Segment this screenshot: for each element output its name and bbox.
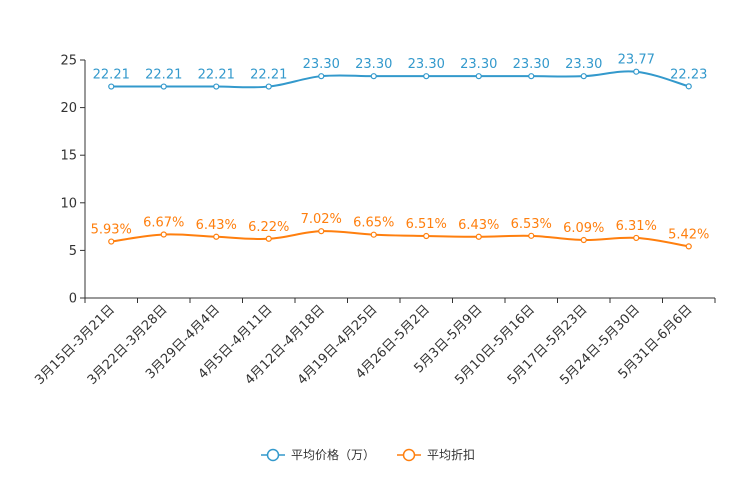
axes: [84, 60, 715, 299]
series-line: [111, 230, 689, 248]
data-label: 6.51%: [406, 217, 447, 232]
data-point[interactable]: [475, 233, 482, 240]
data-label: 23.30: [408, 57, 445, 72]
y-tick-label: 5: [69, 244, 77, 259]
data-label: 6.43%: [458, 218, 499, 233]
data-point[interactable]: [423, 73, 430, 80]
y-tick-label: 25: [60, 54, 77, 69]
data-point[interactable]: [580, 236, 587, 244]
data-point[interactable]: [213, 83, 220, 90]
data-label: 23.30: [513, 57, 550, 72]
data-point[interactable]: [213, 233, 220, 240]
data-point[interactable]: [318, 73, 325, 80]
x-ticks: 3月15日-3月21日3月22日-3月28日3月29日-4月4日4月5日-4月1…: [32, 298, 716, 388]
data-label: 23.77: [618, 53, 655, 68]
data-point[interactable]: [108, 83, 115, 90]
data-label: 5.42%: [668, 227, 709, 242]
data-label: 22.21: [145, 68, 182, 83]
series-1: 5.93% 6.67% 6.43% 6.22% 7.02% 6.65% 6.51% 6.43%…: [91, 212, 709, 250]
data-label: 6.31%: [616, 219, 657, 234]
data-point[interactable]: [108, 238, 115, 245]
y-tick-label: 10: [60, 196, 77, 211]
y-tick-label: 0: [69, 292, 77, 307]
data-label: 6.53%: [511, 217, 552, 232]
data-label: 6.09%: [563, 221, 604, 236]
data-label: 22.23: [670, 67, 707, 82]
data-label: 22.21: [250, 68, 287, 83]
data-point[interactable]: [528, 232, 535, 239]
data-point[interactable]: [160, 83, 167, 90]
data-point[interactable]: [318, 228, 325, 235]
legend-item-price[interactable]: 平均价格（万）: [261, 447, 375, 462]
legend-discount-label: 平均折扣: [427, 447, 475, 462]
data-label: 23.30: [355, 57, 392, 72]
legend-discount-marker-icon: [402, 448, 416, 462]
data-label: 6.67%: [143, 216, 184, 231]
legend[interactable]: 平均价格（万） 平均折扣: [261, 447, 475, 462]
data-point[interactable]: [370, 73, 377, 80]
data-point[interactable]: [633, 234, 640, 242]
data-point[interactable]: [685, 83, 692, 90]
y-ticks: 0 5 10 15 20 25: [60, 54, 85, 307]
data-point[interactable]: [475, 73, 482, 80]
y-tick-label: 15: [60, 149, 77, 164]
data-label: 6.65%: [353, 216, 394, 231]
data-point[interactable]: [370, 231, 377, 238]
legend-item-discount[interactable]: 平均折扣: [397, 447, 475, 462]
data-label: 23.30: [460, 57, 497, 72]
series-line: [111, 70, 690, 89]
series: 22.21 22.21 22.21 22.21 23.30 23.30 23.30 23.30…: [91, 53, 709, 250]
data-label: 7.02%: [301, 212, 342, 227]
y-tick-label: 20: [60, 101, 77, 116]
data-point[interactable]: [423, 232, 430, 240]
data-point[interactable]: [265, 83, 272, 90]
data-label: 23.30: [565, 57, 602, 72]
data-label: 23.30: [303, 57, 340, 72]
data-point[interactable]: [633, 68, 640, 75]
data-point[interactable]: [160, 231, 167, 238]
data-label: 22.21: [198, 68, 235, 83]
data-label: 6.22%: [248, 220, 289, 235]
data-point[interactable]: [685, 243, 692, 250]
data-label: 22.21: [93, 68, 130, 83]
data-label: 6.43%: [196, 218, 237, 233]
data-point[interactable]: [265, 235, 272, 242]
data-label: 5.93%: [91, 223, 132, 238]
data-point[interactable]: [528, 73, 535, 80]
legend-price-marker-icon: [266, 448, 280, 462]
data-point[interactable]: [580, 73, 587, 80]
legend-price-label: 平均价格（万）: [291, 447, 375, 462]
series-0: 22.21 22.21 22.21 22.21 23.30 23.30 23.30 23.30…: [93, 53, 707, 90]
